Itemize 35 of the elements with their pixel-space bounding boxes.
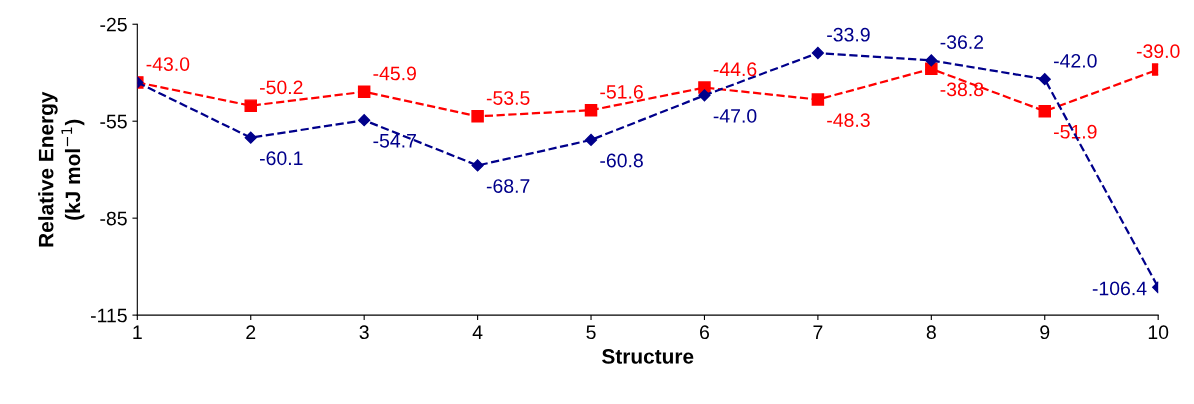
data-label: -54.7 [373, 134, 416, 148]
data-label: -33.9 [827, 27, 870, 42]
data-label: -68.7 [486, 179, 530, 193]
data-label: -42.0 [1054, 53, 1097, 68]
data-label: -38.8 [940, 82, 984, 97]
data-label: -51.6 [600, 85, 643, 99]
data-label: -43.0 [146, 57, 190, 71]
data-label: -60.8 [600, 153, 643, 168]
data-label: -60.1 [260, 151, 303, 166]
x-tick-label: 5 [586, 325, 596, 340]
y-tick-label: -85 [100, 211, 127, 226]
x-axis-title: Structure [602, 349, 694, 364]
x-tick-label: 8 [926, 325, 936, 340]
x-tick-label: 3 [359, 325, 369, 340]
data-label: -39.0 [1136, 44, 1180, 59]
x-tick-label: 10 [1148, 325, 1169, 340]
x-tick-label: 6 [700, 325, 710, 340]
data-label: -48.3 [827, 113, 870, 127]
data-label: -47.0 [713, 109, 757, 123]
x-tick-label: 4 [472, 325, 483, 339]
x-tick-label: 1 [133, 325, 142, 339]
x-tick-label: 9 [1040, 325, 1050, 340]
y-tick-label: -25 [100, 17, 127, 32]
y-axis-title: Relative Energy (kJ mol$^{−1}$) [38, 91, 85, 247]
data-label: -50.2 [260, 80, 303, 95]
data-label: -36.2 [940, 35, 984, 49]
data-label: -45.9 [373, 66, 416, 81]
y-tick-label: -115 [90, 308, 127, 323]
x-tick-label: 2 [246, 325, 256, 339]
data-label: -106.4 [1092, 281, 1147, 296]
data-label: -51.9 [1054, 124, 1097, 139]
data-label: -53.5 [486, 91, 530, 105]
x-tick-label: 7 [813, 325, 823, 339]
y-tick-label: -55 [100, 114, 127, 129]
data-label: -44.6 [713, 62, 757, 77]
